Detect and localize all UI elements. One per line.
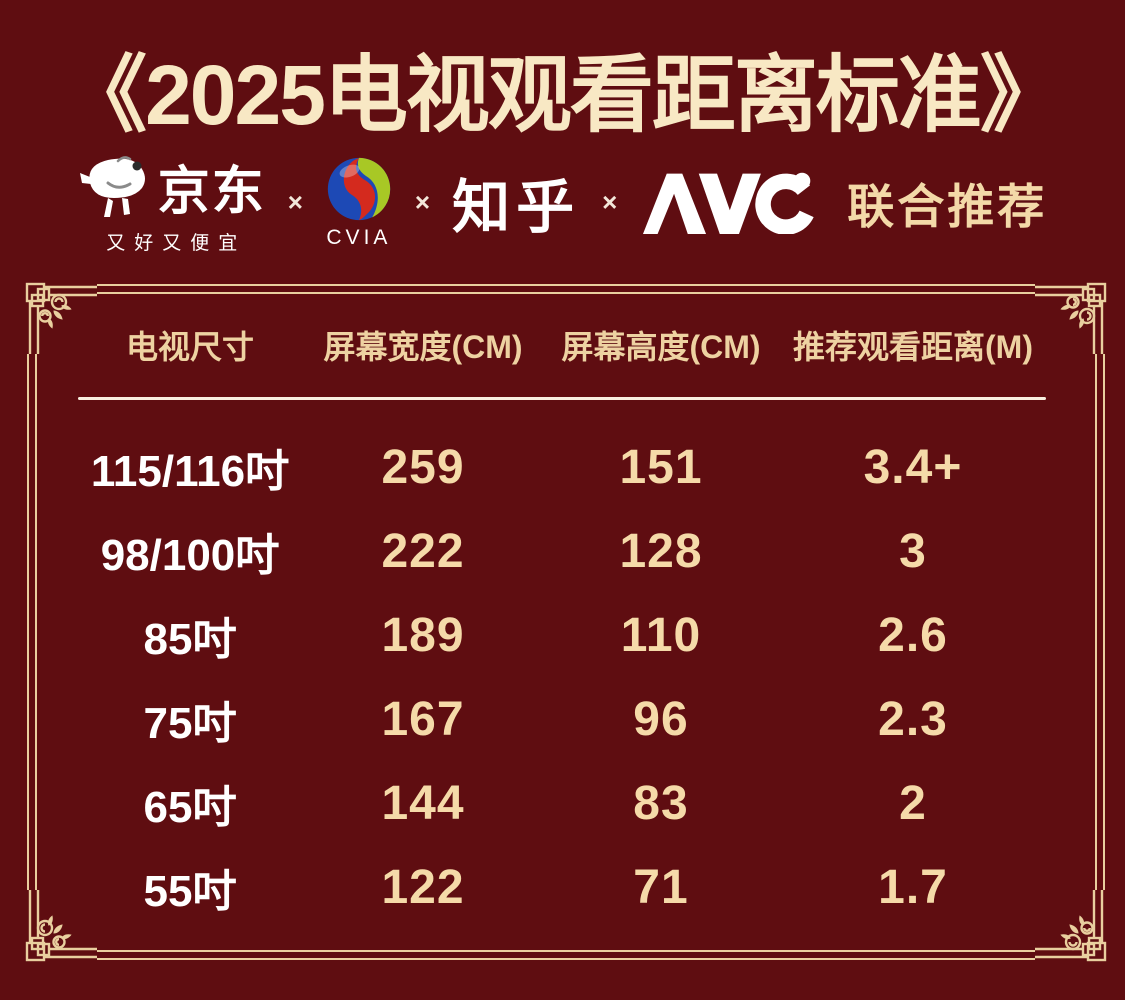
table-cell-tv-size: 65吋 xyxy=(143,783,237,832)
table-cell-width: 167 xyxy=(381,692,465,746)
avc-logo-icon xyxy=(643,172,814,234)
table-cell-width: 222 xyxy=(381,524,465,578)
endorsement-label: 联合推荐 xyxy=(847,179,1048,233)
jd-logo: 京东 又好又便宜 xyxy=(78,149,266,255)
table-cell-height: 128 xyxy=(619,524,703,578)
frame-corner-ornament xyxy=(25,282,97,354)
table-cell-height: 151 xyxy=(619,440,703,494)
column-header-screen-height: 屏幕高度(CM) xyxy=(561,329,761,365)
table-cell-distance: 3.4+ xyxy=(863,440,963,494)
column-header-screen-width: 屏幕宽度(CM) xyxy=(323,329,523,365)
page-title: 《2025电视观看距离标准》 xyxy=(63,48,1064,142)
table-cell-distance: 2.3 xyxy=(878,692,948,746)
jd-dog-mascot-icon xyxy=(79,155,145,217)
zhihu-logo: 知乎 xyxy=(452,175,581,240)
frame-corner-ornament xyxy=(1035,890,1107,962)
header-divider-line xyxy=(78,397,1046,400)
x-separator: × xyxy=(602,186,618,217)
column-header-tv-size: 电视尺寸 xyxy=(125,329,254,365)
table-cell-distance: 2.6 xyxy=(878,608,948,662)
table-cell-height: 83 xyxy=(633,776,689,830)
table-cell-height: 110 xyxy=(620,608,702,662)
table-cell-width: 122 xyxy=(381,860,465,914)
table-cell-width: 189 xyxy=(381,608,465,662)
brand-endorsement-row: 京东 又好又便宜 × CVIA × 知乎 × 联合推荐 xyxy=(0,148,1125,256)
decorative-frame-inner xyxy=(35,292,1097,952)
x-separator: × xyxy=(287,186,303,217)
table-cell-tv-size: 98/100吋 xyxy=(100,531,280,580)
table-cell-distance: 3 xyxy=(899,524,927,578)
cvia-logo: CVIA xyxy=(325,155,393,250)
table-cell-distance: 2 xyxy=(899,776,927,830)
table-cell-height: 71 xyxy=(633,860,689,914)
cvia-wordmark: CVIA xyxy=(326,225,392,249)
decorative-frame xyxy=(25,282,1107,962)
table-cell-tv-size: 55吋 xyxy=(143,867,237,916)
table-cell-tv-size: 115/116吋 xyxy=(90,447,290,496)
frame-corner-ornament xyxy=(25,890,97,962)
table-cell-width: 144 xyxy=(381,776,465,830)
table-header-row: 电视尺寸 屏幕宽度(CM) 屏幕高度(CM) 推荐观看距离(M) xyxy=(77,324,1047,370)
table-cell-height: 96 xyxy=(633,692,689,746)
column-header-viewing-distance: 推荐观看距离(M) xyxy=(793,329,1033,365)
table-cell-tv-size: 85吋 xyxy=(143,615,237,664)
jd-wordmark: 京东 xyxy=(157,163,266,221)
table-cell-tv-size: 75吋 xyxy=(143,699,237,748)
jd-tagline: 又好又便宜 xyxy=(106,233,247,254)
table-cell-distance: 1.7 xyxy=(878,860,948,914)
cvia-sphere-icon xyxy=(327,157,391,220)
x-separator: × xyxy=(414,186,431,217)
table-cell-width: 259 xyxy=(381,440,465,494)
table-body: 115/116吋 259 151 3.4+ 98/100吋 222 128 3 … xyxy=(77,425,1047,929)
frame-corner-ornament xyxy=(1035,282,1107,354)
